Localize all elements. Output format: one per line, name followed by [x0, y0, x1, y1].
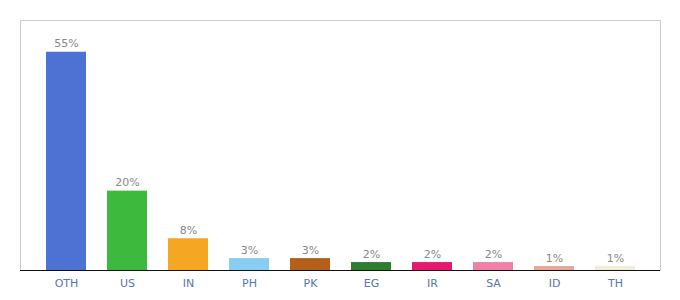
svg-text:SA: SA — [486, 277, 501, 290]
svg-text:1%: 1% — [607, 252, 624, 265]
svg-text:3%: 3% — [241, 244, 258, 257]
svg-text:8%: 8% — [180, 224, 197, 237]
svg-text:2%: 2% — [424, 248, 441, 261]
svg-text:US: US — [120, 277, 135, 290]
svg-text:2%: 2% — [363, 248, 380, 261]
svg-text:55%: 55% — [54, 37, 78, 50]
svg-text:PK: PK — [304, 277, 319, 290]
svg-text:1%: 1% — [546, 252, 563, 265]
svg-text:2%: 2% — [485, 248, 502, 261]
svg-text:OTH: OTH — [55, 277, 79, 290]
svg-text:ID: ID — [549, 277, 561, 290]
svg-text:IR: IR — [427, 277, 438, 290]
svg-text:3%: 3% — [302, 244, 319, 257]
svg-text:20%: 20% — [115, 176, 139, 189]
svg-text:PH: PH — [242, 277, 257, 290]
svg-text:IN: IN — [183, 277, 194, 290]
svg-text:TH: TH — [607, 277, 623, 290]
svg-text:EG: EG — [364, 277, 379, 290]
